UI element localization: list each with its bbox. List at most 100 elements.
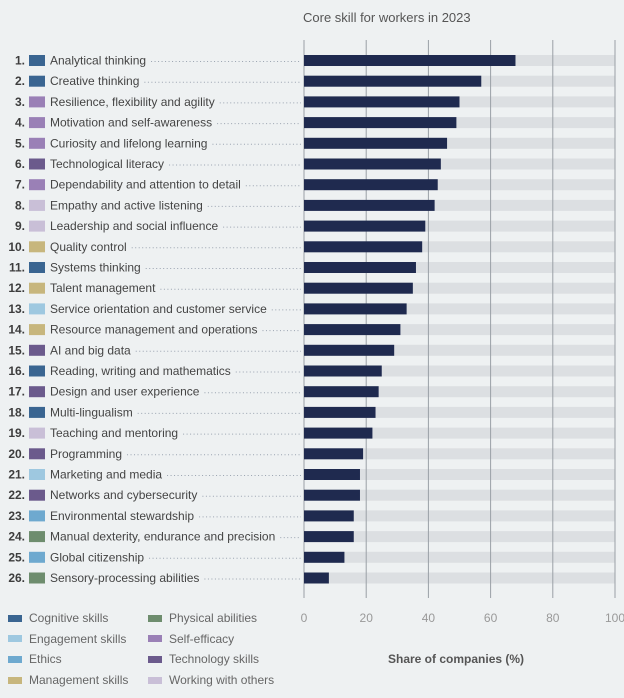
category-swatch [29, 75, 45, 87]
category-swatch [29, 137, 45, 149]
legend-swatch [148, 676, 162, 684]
x-tick-label: 0 [301, 611, 308, 625]
rank-label: 5. [15, 136, 25, 150]
bar [304, 199, 435, 211]
rank-label: 9. [15, 219, 25, 233]
rank-label: 11. [9, 261, 25, 275]
category-swatch [29, 386, 45, 398]
x-tick-label: 60 [484, 611, 498, 625]
bar [304, 324, 401, 336]
bar-track [304, 386, 615, 398]
bar [304, 117, 457, 129]
category-swatch [29, 96, 45, 108]
rank-label: 16. [8, 364, 25, 378]
legend-item: Technology skills [148, 652, 259, 666]
bar [304, 386, 379, 398]
category-label: Teaching and mentoring [50, 426, 178, 440]
rank-label: 14. [8, 323, 25, 337]
category-label: Curiosity and lifelong learning [50, 136, 207, 150]
bar-track [304, 158, 615, 170]
bar-track [304, 572, 615, 584]
category-label: Manual dexterity, endurance and precisio… [50, 530, 275, 544]
rank-label: 8. [15, 198, 25, 212]
legend-label: Cognitive skills [29, 611, 109, 625]
bar [304, 344, 395, 356]
legend-item: Self-efficacy [148, 632, 234, 646]
legend-swatch [8, 676, 22, 684]
category-label: Analytical thinking [50, 54, 146, 68]
bar-track [304, 241, 615, 253]
category-label: Service orientation and customer service [50, 302, 267, 316]
category-swatch [29, 324, 45, 336]
legend-label: Engagement skills [29, 631, 127, 646]
bar-track [304, 448, 615, 460]
legend-swatch [8, 655, 22, 663]
category-swatch [29, 510, 45, 522]
bar [304, 531, 354, 543]
legend-swatch [148, 655, 162, 663]
bar [304, 365, 382, 377]
rank-label: 26. [8, 571, 25, 585]
bar [304, 510, 354, 522]
legend-label: Technology skills [169, 652, 260, 667]
bar [304, 96, 460, 108]
bar [304, 75, 482, 87]
bar-track [304, 262, 615, 273]
category-label: Talent management [50, 281, 156, 295]
bar [304, 303, 407, 315]
category-swatch [29, 220, 45, 232]
rank-label: 19. [8, 426, 25, 440]
category-swatch [29, 572, 45, 584]
bar [304, 137, 448, 149]
category-label: Motivation and self-awareness [50, 116, 212, 130]
bar [304, 262, 416, 273]
category-label: Marketing and media [50, 468, 162, 482]
bar [304, 282, 413, 294]
rank-label: 24. [8, 530, 25, 544]
rank-label: 1. [15, 54, 25, 68]
category-swatch [29, 179, 45, 191]
bar-track [304, 469, 615, 480]
bar [304, 179, 438, 191]
rank-label: 17. [8, 385, 25, 399]
rank-label: 10. [8, 240, 25, 254]
x-tick-label: 80 [546, 611, 560, 625]
legend-label: Physical abilities [169, 611, 258, 625]
category-label: Design and user experience [50, 385, 200, 399]
bar-track [304, 179, 615, 191]
category-swatch [29, 282, 45, 294]
category-swatch [29, 262, 45, 273]
bar [304, 469, 360, 480]
bar-track [304, 117, 615, 129]
category-label: Sensory-processing abilities [50, 571, 199, 585]
category-swatch [29, 344, 45, 356]
category-swatch [29, 55, 45, 66]
category-label: Resource management and operations [50, 323, 257, 337]
category-swatch [29, 199, 45, 211]
category-label: Dependability and attention to detail [50, 178, 241, 192]
legend-swatch [148, 635, 162, 643]
bar-track [304, 510, 615, 522]
bar [304, 55, 516, 66]
x-axis-label: Share of companies (%) [388, 652, 525, 666]
rank-label: 4. [15, 116, 25, 130]
rank-label: 6. [15, 157, 25, 171]
category-label: Multi-lingualism [50, 405, 133, 419]
x-tick-label: 20 [360, 611, 374, 625]
bar-track [304, 531, 615, 543]
legend-item: Ethics [8, 652, 62, 666]
category-label: Environmental stewardship [50, 509, 194, 523]
rank-label: 22. [8, 488, 25, 502]
bar-track [304, 365, 615, 377]
rank-label: 7. [15, 178, 25, 192]
bar-track [304, 303, 615, 315]
category-label: Resilience, flexibility and agility [50, 95, 215, 109]
legend-swatch [148, 614, 162, 622]
legend-item: Engagement skills [8, 632, 126, 646]
bar [304, 241, 423, 253]
category-swatch [29, 303, 45, 315]
category-swatch [29, 365, 45, 377]
legend-swatch [8, 614, 22, 622]
rank-label: 3. [15, 95, 25, 109]
rank-label: 20. [8, 447, 25, 461]
